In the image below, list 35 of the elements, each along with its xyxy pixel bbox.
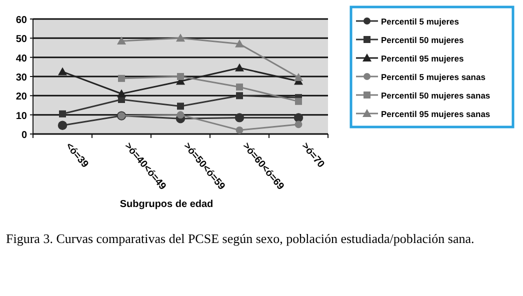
point bbox=[234, 113, 244, 122]
y-tick-label: 40 bbox=[16, 53, 28, 64]
legend-label: Percentil 5 mujeres bbox=[381, 16, 460, 26]
x-axis-title: Subgrupos de edad bbox=[120, 199, 214, 210]
y-tick-label: 20 bbox=[16, 92, 28, 103]
point bbox=[235, 39, 244, 48]
point bbox=[236, 84, 243, 91]
point bbox=[58, 67, 67, 76]
legend-label: Percentil 50 mujeres bbox=[381, 35, 464, 45]
point bbox=[294, 113, 304, 122]
point bbox=[117, 89, 126, 98]
y-tick-label: 10 bbox=[16, 110, 28, 122]
point bbox=[294, 72, 303, 81]
point bbox=[117, 36, 126, 45]
point bbox=[236, 126, 244, 134]
legend-label: Percentil 5 mujeres sanas bbox=[381, 72, 486, 82]
y-tick-label: 60 bbox=[16, 15, 28, 26]
y-tick-label: 0 bbox=[21, 130, 28, 141]
legend-label: Percentil 50 mujeres sanas bbox=[381, 90, 490, 100]
point bbox=[294, 120, 302, 128]
point bbox=[58, 120, 68, 130]
text: Figura 3. Curvas comparativas del PCSE según sexo, población estudiada/población sana. bbox=[6, 230, 476, 248]
point bbox=[295, 98, 302, 105]
point bbox=[176, 111, 184, 119]
point bbox=[118, 74, 125, 82]
legend-label: Percentil 95 mujeres bbox=[381, 54, 464, 64]
y-tick-label: 50 bbox=[16, 34, 28, 46]
point bbox=[177, 102, 184, 110]
point bbox=[177, 73, 184, 80]
point bbox=[235, 63, 244, 72]
point bbox=[59, 110, 66, 118]
point bbox=[236, 92, 243, 100]
point bbox=[176, 34, 185, 42]
legend-label: Percentil 95 mujeres sanas bbox=[381, 109, 490, 119]
y-tick-label: 30 bbox=[16, 72, 28, 84]
